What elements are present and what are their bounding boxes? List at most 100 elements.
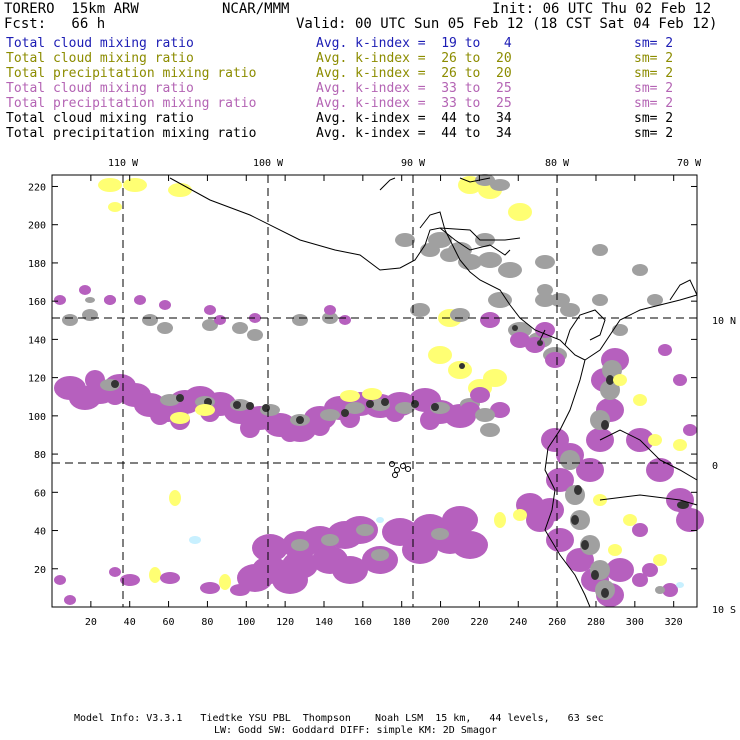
field-blob xyxy=(633,394,647,406)
field-blob xyxy=(440,248,460,262)
x-tick-label: 40 xyxy=(124,617,136,628)
y-tick-label: 100 xyxy=(28,412,46,423)
field-blob xyxy=(576,458,604,482)
field-blob xyxy=(420,410,440,430)
legend-field-name: Total cloud mixing ratio xyxy=(6,81,194,96)
field-blob xyxy=(458,254,482,270)
legend-smoothing: sm= 2 xyxy=(634,66,674,81)
field-blob xyxy=(168,183,192,197)
field-blob xyxy=(653,554,667,566)
field-blob xyxy=(632,573,648,587)
legend-field-name: Total precipitation mixing ratio xyxy=(6,126,257,141)
y-tick-label: 160 xyxy=(28,297,46,308)
field-blob xyxy=(591,570,599,580)
field-blob xyxy=(296,416,304,424)
field-blob xyxy=(111,380,119,388)
plot-frame xyxy=(51,174,698,608)
x-tick-label: 60 xyxy=(163,617,175,628)
x-tick-label: 20 xyxy=(85,617,97,628)
field-blob xyxy=(376,517,384,523)
field-blob xyxy=(157,322,173,334)
field-blob xyxy=(475,408,495,422)
field-blob xyxy=(371,549,389,561)
longitude-label: 110 W xyxy=(108,158,139,169)
field-blob xyxy=(606,558,634,582)
longitude-label: 70 W xyxy=(677,158,702,169)
field-blob xyxy=(356,524,374,536)
field-blob xyxy=(362,388,382,400)
y-tick-label: 60 xyxy=(34,488,46,499)
field-blob xyxy=(54,295,66,305)
forecast-hour: Fcst: 66 h xyxy=(4,16,106,32)
field-blob xyxy=(108,202,122,212)
field-blob xyxy=(410,303,430,317)
legend-smoothing: sm= 2 xyxy=(634,51,674,66)
field-blob xyxy=(420,243,440,257)
field-blob xyxy=(592,294,608,306)
field-blob xyxy=(204,305,216,315)
field-blob xyxy=(237,564,273,592)
field-blob xyxy=(149,567,161,583)
axis-ticks xyxy=(52,175,697,607)
field-blob xyxy=(513,509,527,521)
legend-kindex: Avg. k-index = 44 to 34 xyxy=(316,126,512,141)
field-blob xyxy=(219,574,231,590)
field-blob xyxy=(508,203,532,221)
coastline-segment xyxy=(379,177,491,191)
field-blob xyxy=(291,539,309,551)
field-blob xyxy=(601,420,609,430)
field-blob xyxy=(79,285,91,295)
y-tick-label: 180 xyxy=(28,259,46,270)
galapagos-island xyxy=(400,463,406,469)
precipitation-cloud-field xyxy=(54,174,704,607)
field-blob xyxy=(498,262,522,278)
field-blob xyxy=(230,584,250,596)
field-blob xyxy=(475,174,495,186)
legend-kindex: Avg. k-index = 33 to 25 xyxy=(316,96,512,111)
field-blob xyxy=(82,309,98,321)
field-blob xyxy=(240,418,260,438)
field-blob xyxy=(673,374,687,386)
field-blob xyxy=(247,329,263,341)
field-blob xyxy=(608,544,622,556)
field-blob xyxy=(332,556,368,584)
field-blob xyxy=(647,294,663,306)
x-tick-label: 260 xyxy=(548,617,566,628)
field-blob xyxy=(176,394,184,402)
field-blob xyxy=(560,450,580,470)
field-blob xyxy=(233,401,241,409)
field-blob xyxy=(123,178,147,192)
coastline xyxy=(169,177,698,608)
y-tick-label: 80 xyxy=(34,450,46,461)
model-title: TORERO 15km ARW xyxy=(4,1,139,17)
y-tick-label: 140 xyxy=(28,335,46,346)
field-blob xyxy=(655,586,665,594)
field-blob xyxy=(535,293,555,307)
coastline-segment xyxy=(564,309,606,346)
field-blob xyxy=(321,534,339,546)
legend-field-name: Total cloud mixing ratio xyxy=(6,36,194,51)
field-blob xyxy=(160,572,180,584)
y-tick-label: 40 xyxy=(34,527,46,538)
legend-smoothing: sm= 2 xyxy=(634,96,674,111)
field-blob xyxy=(600,380,620,400)
field-blob xyxy=(488,292,512,308)
y-tick-label: 200 xyxy=(28,221,46,232)
field-blob xyxy=(109,567,121,577)
field-blob xyxy=(428,346,452,364)
field-blob xyxy=(345,402,365,414)
org-label: NCAR/MMM xyxy=(222,1,290,17)
coastline-segment xyxy=(439,227,521,241)
latitude-label: 10 S xyxy=(712,605,736,616)
field-blob xyxy=(480,423,500,437)
field-blob xyxy=(411,400,419,408)
field-blob xyxy=(262,404,270,412)
model-info-line2: LW: Godd SW: Goddard DIFF: simple KM: 2D… xyxy=(214,725,497,736)
x-tick-label: 120 xyxy=(276,617,294,628)
coastline-segment xyxy=(539,329,546,341)
longitude-label: 80 W xyxy=(545,158,570,169)
field-blob xyxy=(320,409,340,421)
galapagos-island xyxy=(405,466,411,472)
field-blob xyxy=(341,409,349,417)
x-tick-label: 180 xyxy=(393,617,411,628)
